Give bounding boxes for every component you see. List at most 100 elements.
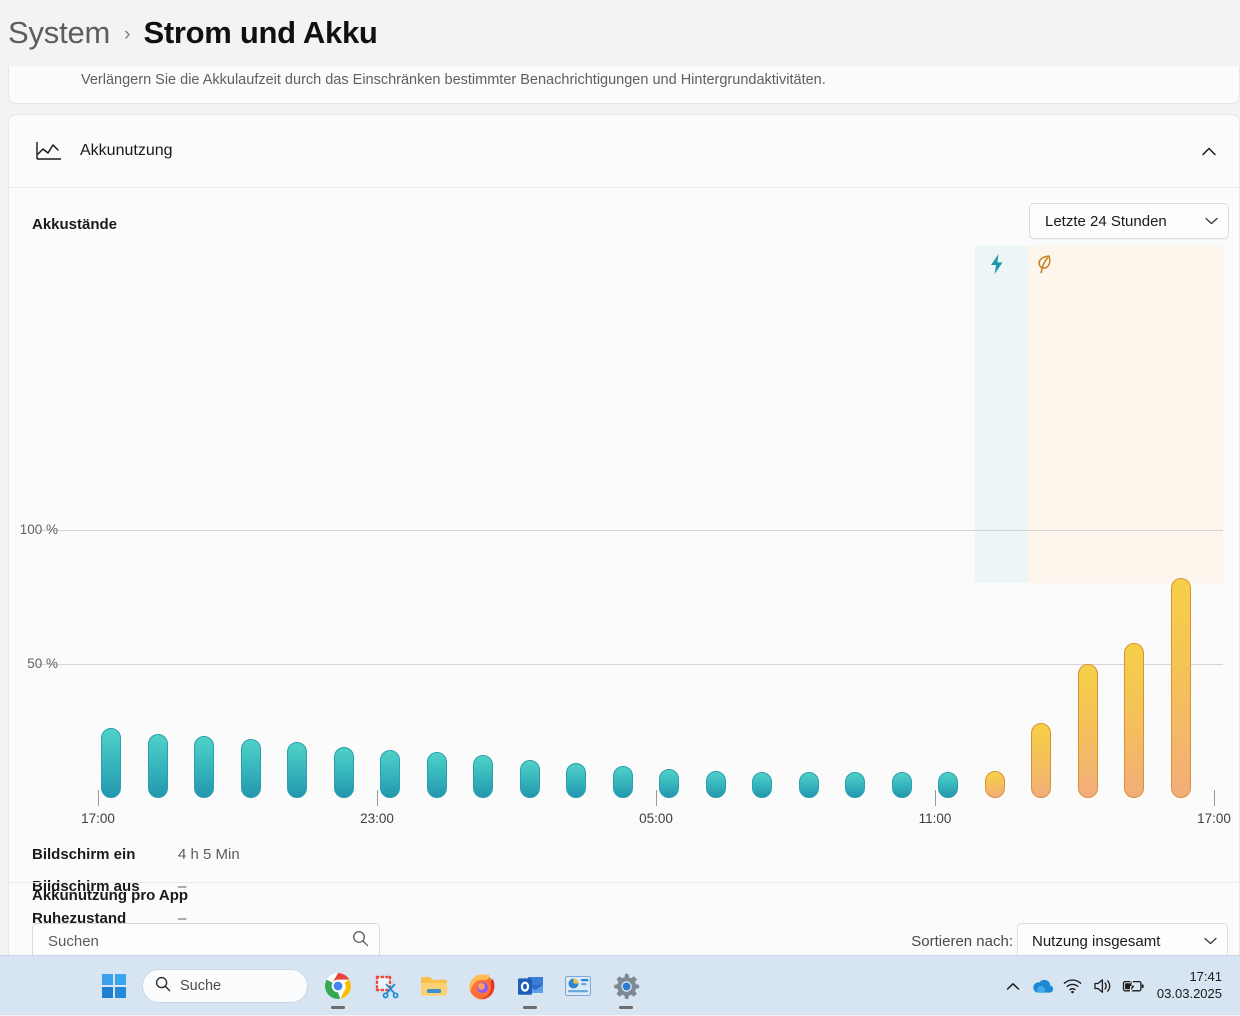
- sort-label: Sortieren nach:: [911, 933, 1013, 950]
- lightning-bolt-icon: [990, 254, 1004, 278]
- volume-button[interactable]: [1088, 966, 1118, 1006]
- chevron-up-icon: [1006, 982, 1020, 990]
- time-range-value: Letzte 24 Stunden: [1045, 212, 1167, 230]
- ylabel-50: 50 %: [27, 656, 58, 671]
- chevron-up-icon[interactable]: [1191, 133, 1227, 169]
- line-chart-icon: [32, 138, 66, 164]
- chart-bar: [566, 763, 586, 798]
- taskbar-app-file-explorer[interactable]: [410, 962, 458, 1010]
- chart-bar: [426, 752, 447, 798]
- cloud-icon: [1033, 979, 1054, 993]
- chart-bar: [984, 771, 1005, 798]
- show-hidden-icons-button[interactable]: [998, 966, 1028, 1006]
- taskbar-app-snipping-tool[interactable]: [362, 962, 410, 1010]
- gridline-100: [38, 530, 1223, 531]
- taskbar-items: Suche: [90, 956, 650, 1016]
- chart-bar: [333, 747, 354, 798]
- x-axis-label: 17:00: [1197, 811, 1231, 826]
- battery-levels-chart-block: Akkustände Letzte 24 Stunden: [9, 188, 1240, 927]
- chart-bar: [101, 728, 121, 798]
- stat-row: Ruhezustand –: [32, 902, 240, 934]
- x-axis-tick: [1214, 790, 1215, 806]
- chart-bar: [891, 772, 912, 798]
- chart-bar: [938, 772, 958, 798]
- per-app-title: Akkunutzung pro App: [32, 887, 189, 904]
- clock-date: 03.03.2025: [1156, 986, 1222, 1001]
- snipping-tool-icon: [374, 974, 399, 999]
- taskbar-app-chrome[interactable]: [314, 962, 362, 1010]
- windows-logo-icon: [101, 973, 127, 999]
- stat-value: –: [178, 909, 187, 927]
- x-axis-tick: [377, 790, 378, 806]
- settings-content: Verlängern Sie die Akkulaufzeit durch da…: [0, 66, 1240, 955]
- speaker-icon: [1094, 979, 1111, 993]
- sort-value: Nutzung insgesamt: [1032, 932, 1161, 950]
- chart-bar: [612, 765, 633, 798]
- chart-bar: [798, 772, 819, 798]
- chart-bar: [519, 760, 540, 798]
- battery-usage-title: Akkunutzung: [80, 142, 173, 159]
- running-indicator: [619, 1005, 633, 1009]
- network-button[interactable]: [1058, 966, 1088, 1006]
- chart-bar: [287, 741, 307, 798]
- chevron-down-icon: [1204, 932, 1217, 950]
- search-icon: [352, 930, 369, 952]
- breadcrumb-root[interactable]: System: [8, 15, 111, 50]
- taskbar-search-placeholder: Suche: [180, 978, 222, 994]
- clock[interactable]: 17:41 03.03.2025: [1148, 969, 1232, 1003]
- leaf-icon: [1036, 254, 1053, 278]
- taskbar-app-powerpoint[interactable]: [554, 962, 602, 1010]
- stat-key: Bildschirm ein: [32, 845, 136, 863]
- chart-bar: [752, 772, 772, 798]
- search-input[interactable]: [46, 931, 352, 951]
- gridline-50: [38, 664, 1223, 665]
- battery-button[interactable]: [1118, 966, 1148, 1006]
- chart-bar: [705, 771, 726, 798]
- battery-saver-description: Verlängern Sie die Akkulaufzeit durch da…: [81, 72, 826, 88]
- x-axis-label: 11:00: [918, 811, 952, 826]
- battery-charging-icon: [1122, 978, 1144, 994]
- taskbar: Suche: [0, 955, 1240, 1015]
- chart-bar: [194, 736, 214, 798]
- battery-levels-label: Akkustände: [32, 216, 118, 233]
- x-axis-label: 23:00: [360, 811, 394, 826]
- firefox-icon: [469, 974, 495, 1000]
- battery-usage-card: Akkunutzung Akkustände Letzte 24 Stunden: [8, 114, 1240, 955]
- running-indicator: [523, 1005, 537, 1009]
- battery-saver-card[interactable]: Verlängern Sie die Akkulaufzeit durch da…: [8, 66, 1240, 104]
- breadcrumb-separator: ›: [124, 24, 131, 45]
- search-icon: [155, 976, 171, 997]
- chart-bar: [1031, 722, 1051, 798]
- taskbar-app-outlook[interactable]: [506, 962, 554, 1010]
- charging-band: [975, 246, 1028, 583]
- chart-bar: [1170, 578, 1191, 798]
- app-search-box[interactable]: [32, 923, 380, 955]
- stat-key: Bildschirm aus: [32, 877, 140, 895]
- onedrive-button[interactable]: [1028, 966, 1058, 1006]
- taskbar-search[interactable]: Suche: [142, 969, 308, 1003]
- x-axis-label: 05:00: [639, 811, 673, 826]
- gear-icon: [614, 973, 640, 999]
- chart-bar: [147, 733, 168, 798]
- x-axis-label: 17:00: [81, 811, 115, 826]
- battery-usage-expander-header[interactable]: Akkunutzung: [9, 115, 1239, 188]
- sort-dropdown[interactable]: Nutzung insgesamt: [1017, 923, 1228, 955]
- taskbar-app-firefox[interactable]: [458, 962, 506, 1010]
- presentation-icon: [565, 976, 591, 996]
- time-range-dropdown[interactable]: Letzte 24 Stunden: [1029, 203, 1229, 239]
- stat-key: Ruhezustand: [32, 909, 127, 927]
- section-divider: [9, 882, 1240, 883]
- system-tray: 17:41 03.03.2025: [998, 956, 1240, 1016]
- x-axis-tick: [935, 790, 936, 806]
- x-axis-tick: [656, 790, 657, 806]
- chart-bar: [1077, 664, 1098, 798]
- start-button[interactable]: [90, 962, 138, 1010]
- stat-value: –: [178, 877, 187, 895]
- folder-icon: [421, 977, 447, 996]
- taskbar-app-settings[interactable]: [602, 962, 650, 1010]
- chart-bar: [659, 768, 679, 798]
- stat-row: Bildschirm ein 4 h 5 Min: [32, 838, 240, 870]
- chart-bar: [1124, 642, 1144, 798]
- battery-chart: 100 % 50 % 17:00 23:00 05:00 11:00 17:00: [9, 246, 1240, 826]
- page-header: System › Strom und Akku: [0, 0, 1240, 66]
